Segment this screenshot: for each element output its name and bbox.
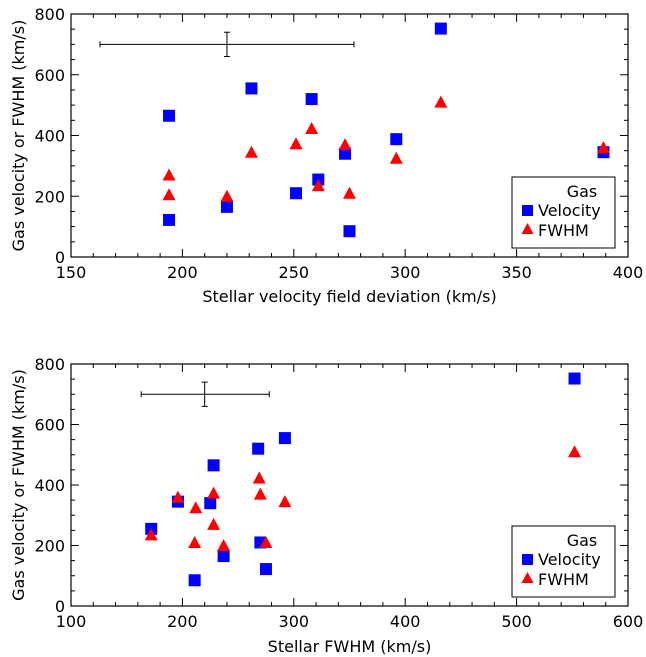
fwhm-point — [244, 145, 258, 158]
x-tick-label: 400 — [390, 612, 421, 631]
data-points — [144, 372, 582, 587]
y-tick-label: 400 — [34, 127, 65, 146]
fwhm-point — [253, 487, 267, 500]
fwhm-point — [207, 517, 221, 530]
velocity-point — [343, 225, 356, 238]
x-tick-label: 500 — [501, 612, 532, 631]
fwhm-point — [389, 151, 403, 164]
velocity-point — [163, 109, 176, 122]
x-tick-label: 350 — [501, 263, 532, 282]
x-axis-label: Stellar FWHM (km/s) — [268, 637, 432, 656]
fwhm-point — [252, 471, 266, 484]
fwhm-point — [144, 528, 158, 541]
velocity-point — [207, 459, 220, 472]
legend-velocity-label: Velocity — [538, 201, 601, 220]
fwhm-point — [568, 445, 582, 458]
x-tick-label: 300 — [390, 263, 421, 282]
y-tick-label: 0 — [55, 248, 65, 267]
y-tick-label: 600 — [34, 416, 65, 435]
y-tick-label: 400 — [34, 476, 65, 495]
velocity-point — [245, 82, 258, 95]
velocity-point — [204, 497, 217, 510]
fwhm-point — [217, 539, 231, 551]
fwhm-point — [278, 495, 292, 508]
legend: Gas Velocity FWHM — [511, 176, 616, 249]
legend-title: Gas — [567, 182, 598, 201]
y-tick-label: 200 — [34, 187, 65, 206]
fwhm-point — [434, 95, 448, 108]
x-tick-label: 150 — [56, 263, 87, 282]
x-axis-label: Stellar velocity field deviation (km/s) — [202, 287, 496, 306]
fwhm-point — [162, 168, 176, 181]
fwhm-point — [188, 535, 202, 548]
x-tick-label: 200 — [167, 612, 198, 631]
fwhm-point — [305, 122, 319, 135]
velocity-point — [568, 372, 581, 385]
legend-fwhm-label: FWHM — [538, 570, 589, 589]
y-tick-label: 200 — [34, 537, 65, 556]
axis-ticks: 150 200 250 300 350 400 0 200 400 600 800 — [34, 5, 643, 282]
y-tick-label: 600 — [34, 66, 65, 85]
error-bar — [99, 31, 355, 58]
legend: Gas Velocity FWHM — [511, 525, 616, 598]
fwhm-point — [311, 179, 325, 192]
fwhm-point — [207, 486, 221, 499]
y-axis-label: Gas velocity or FWHM (km/s) — [9, 20, 28, 252]
velocity-point — [163, 213, 176, 226]
y-tick-label: 800 — [34, 355, 65, 374]
x-tick-label: 600 — [613, 612, 644, 631]
x-tick-label: 100 — [56, 612, 87, 631]
x-tick-label: 250 — [279, 263, 310, 282]
x-tick-label: 200 — [167, 263, 198, 282]
velocity-point — [252, 442, 265, 455]
x-tick-label: 400 — [613, 263, 644, 282]
fwhm-point — [289, 137, 303, 150]
legend-box — [511, 176, 616, 249]
fwhm-point — [220, 189, 234, 202]
x-tick-label: 300 — [279, 612, 310, 631]
velocity-point — [220, 200, 233, 213]
legend-fwhm-marker — [521, 572, 534, 583]
panel-velocity-deviation: Stellar velocity field deviation (km/s) … — [9, 5, 643, 306]
velocity-point — [434, 22, 447, 35]
velocity-point — [339, 147, 352, 160]
velocity-point — [188, 574, 201, 587]
y-tick-label: 800 — [34, 5, 65, 24]
legend-fwhm-label: FWHM — [538, 221, 589, 240]
velocity-point — [290, 187, 303, 200]
legend-velocity-marker — [522, 205, 533, 216]
axis-ticks: 100 200 300 400 500 600 0 200 400 600 800 — [34, 355, 643, 631]
y-tick-label: 0 — [55, 597, 65, 616]
velocity-point — [390, 133, 403, 146]
y-axis-label: Gas velocity or FWHM (km/s) — [9, 369, 28, 601]
fwhm-point — [596, 141, 610, 154]
panel-stellar-fwhm: Stellar FWHM (km/s) Gas velocity or FWHM… — [9, 355, 643, 656]
error-bar — [140, 381, 270, 407]
legend-fwhm-marker — [521, 223, 534, 234]
fwhm-point — [338, 138, 352, 151]
legend-velocity-marker — [522, 554, 533, 565]
data-points — [162, 22, 610, 238]
fwhm-point — [259, 535, 273, 548]
legend-title: Gas — [567, 531, 598, 550]
velocity-point — [305, 93, 318, 106]
fwhm-point — [162, 188, 176, 201]
legend-velocity-label: Velocity — [538, 550, 601, 569]
fwhm-point — [189, 501, 203, 514]
velocity-point — [217, 550, 230, 563]
fwhm-point — [343, 186, 356, 199]
velocity-point — [278, 432, 291, 445]
fwhm-point — [171, 490, 185, 503]
velocity-point — [259, 563, 272, 576]
